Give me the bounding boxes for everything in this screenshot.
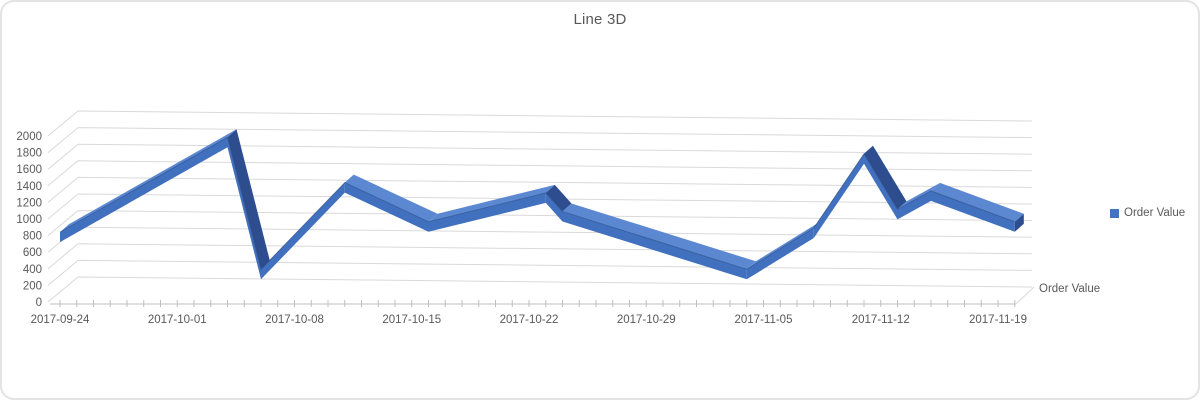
y-tick-label: 1400: [16, 181, 42, 193]
x-tick-label: 2017-10-01: [148, 314, 207, 326]
x-tick-label: 2017-09-24: [31, 314, 90, 326]
y-gridlines: [47, 110, 1033, 303]
x-tick-label: 2017-11-19: [969, 314, 1027, 326]
series-line-edge: [59, 136, 1015, 271]
x-tick-labels: 2017-09-24 2017-10-01 2017-10-08 2017-10-15…: [31, 314, 1027, 326]
x-tick-label: 2017-10-15: [382, 314, 441, 326]
y-tick-labels: 0 200 400 600 800 1000 1200 1400 1600 1800 2000: [16, 131, 42, 309]
legend-item-order-value[interactable]: Order Value: [1124, 207, 1186, 219]
x-tick-label: 2017-10-22: [500, 314, 559, 326]
x-tick-label: 2017-10-29: [617, 314, 676, 326]
x-tick-label: 2017-11-05: [735, 314, 793, 326]
y-tick-label: 1600: [16, 164, 42, 176]
legend: Order Value: [1110, 207, 1185, 219]
depth-axis-label: Order Value: [1039, 283, 1101, 295]
x-tick-label: 2017-10-08: [265, 314, 324, 326]
y-tick-label: 1800: [16, 148, 42, 160]
y-tick-label: 0: [36, 297, 42, 309]
chart-title: Line 3D: [573, 11, 627, 28]
series-ribbon-order-value[interactable]: [59, 129, 1024, 280]
x-tick-label: 2017-11-12: [852, 314, 910, 326]
y-tick-label: 1000: [16, 214, 42, 226]
y-tick-label: 800: [23, 231, 42, 243]
y-tick-label: 400: [23, 264, 42, 276]
floor-edge: [1015, 286, 1035, 305]
y-tick-label: 2000: [16, 131, 42, 143]
x-axis: [50, 300, 1016, 307]
y-tick-label: 1200: [16, 197, 42, 209]
legend-marker-icon[interactable]: [1110, 208, 1119, 218]
y-tick-label: 200: [23, 280, 42, 292]
y-tick-label: 600: [23, 247, 42, 259]
